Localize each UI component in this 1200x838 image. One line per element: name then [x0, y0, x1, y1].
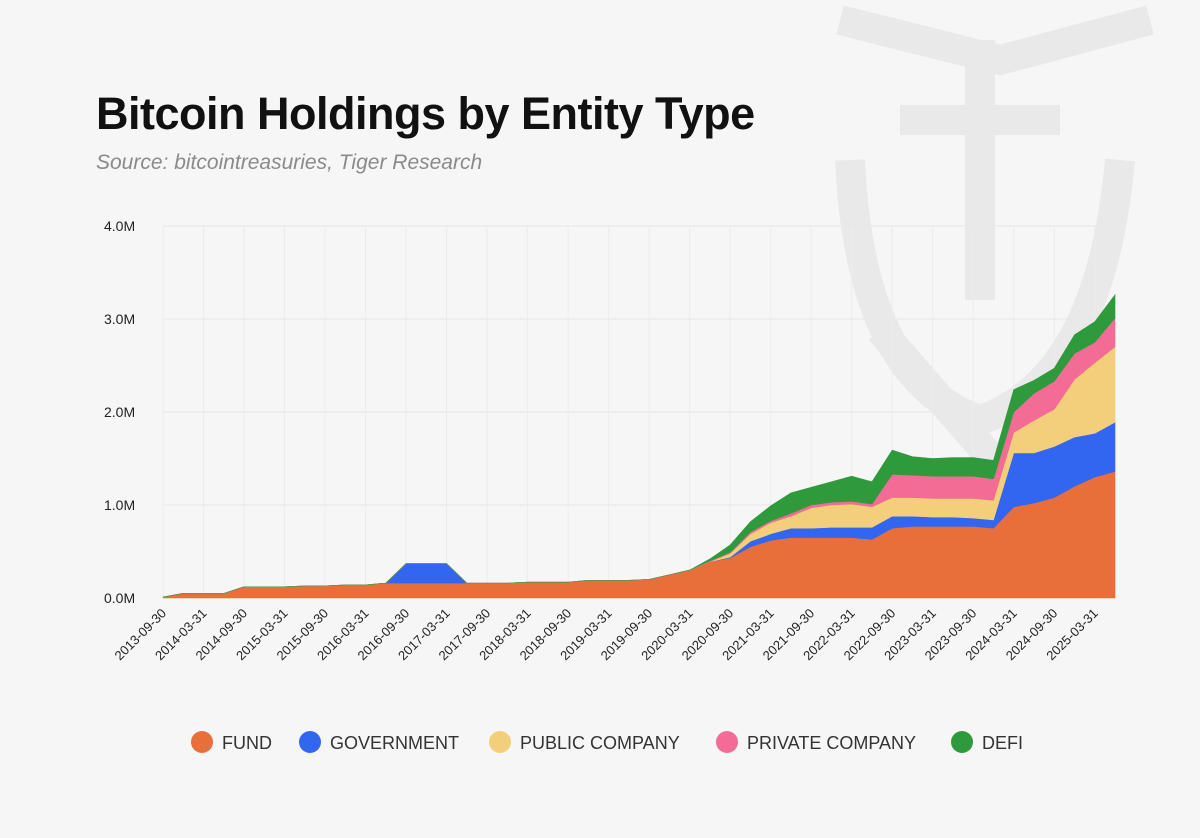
series-areas: [162, 293, 1116, 599]
watermark-tiger-logo: [835, 5, 1154, 570]
legend-swatch: [191, 731, 213, 753]
y-tick-label: 4.0M: [104, 218, 135, 234]
y-tick-label: 0.0M: [104, 590, 135, 606]
legend-label: PRIVATE COMPANY: [747, 733, 916, 753]
legend-item-private-company[interactable]: PRIVATE COMPANY: [716, 731, 916, 753]
legend: FUND GOVERNMENT PUBLIC COMPANY PRIVATE COMP…: [191, 731, 1023, 753]
area-defi: [162, 293, 1116, 598]
legend-label: FUND: [222, 733, 272, 753]
grid-lines: [162, 225, 1115, 599]
legend-swatch: [299, 731, 321, 753]
legend-swatch: [716, 731, 738, 753]
legend-label: GOVERNMENT: [330, 733, 459, 753]
legend-swatch: [951, 731, 973, 753]
y-axis: 0.0M 1.0M 2.0M 3.0M 4.0M: [104, 218, 135, 606]
legend-label: PUBLIC COMPANY: [520, 733, 680, 753]
legend-item-public-company[interactable]: PUBLIC COMPANY: [489, 731, 680, 753]
y-tick-label: 2.0M: [104, 404, 135, 420]
y-tick-label: 1.0M: [104, 497, 135, 513]
legend-label: DEFI: [982, 733, 1023, 753]
x-axis: 2013-09-302014-03-312014-09-302015-03-31…: [111, 606, 1100, 664]
y-tick-label: 3.0M: [104, 311, 135, 327]
legend-swatch: [489, 731, 511, 753]
legend-item-fund[interactable]: FUND: [191, 731, 272, 753]
legend-item-defi[interactable]: DEFI: [951, 731, 1023, 753]
chart-subtitle: Source: bitcointreasuries, Tiger Researc…: [96, 151, 483, 174]
chart-title: Bitcoin Holdings by Entity Type: [96, 88, 755, 139]
legend-item-government[interactable]: GOVERNMENT: [299, 731, 459, 753]
